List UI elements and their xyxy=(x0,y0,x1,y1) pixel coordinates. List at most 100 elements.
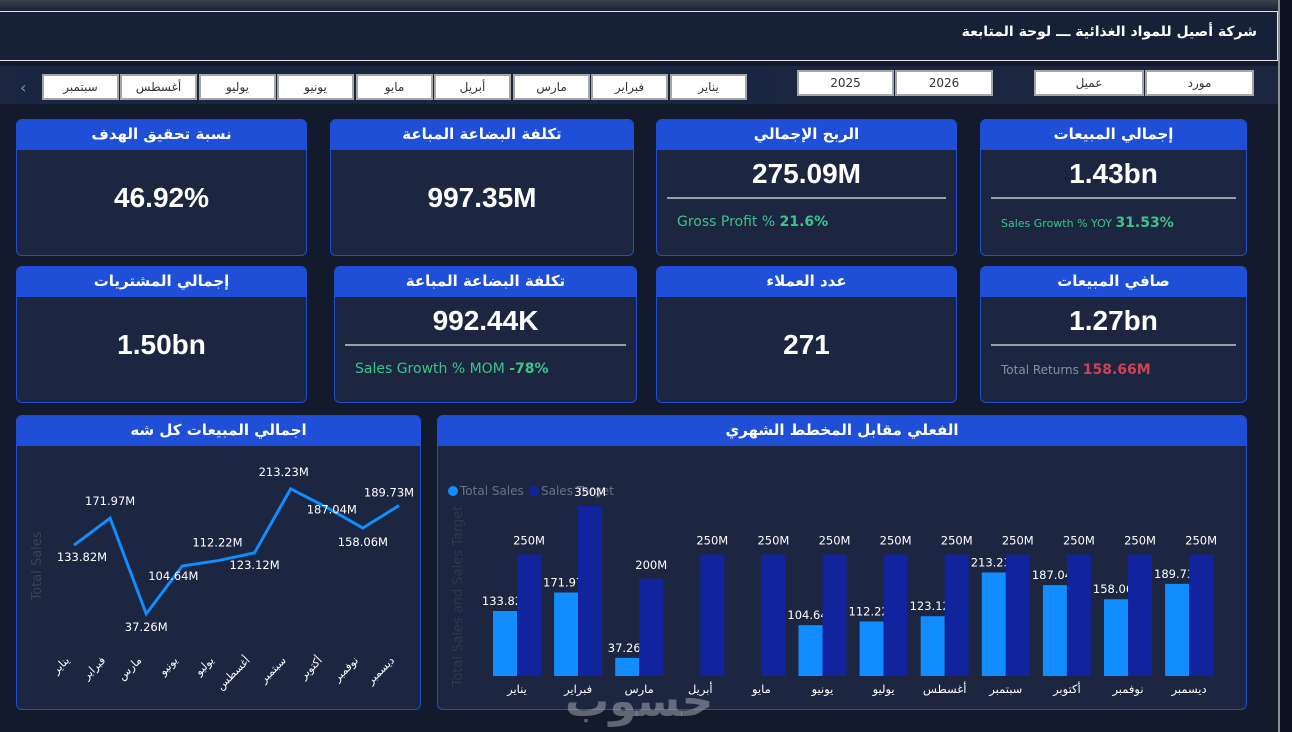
x-tick-label: مارس xyxy=(625,682,654,697)
bar-sales-target xyxy=(883,554,908,676)
bar-sales-target xyxy=(639,578,664,676)
data-label-sales-target: 250M xyxy=(696,534,728,548)
line-chart: Total Sales 133.82M يناير 171.97M فبراير 37.2… xyxy=(30,465,414,693)
month-button-feb[interactable]: فبراير xyxy=(591,74,668,100)
x-tick-label: مارس xyxy=(115,654,144,683)
x-tick-label: مايو xyxy=(751,682,771,697)
data-label: 112.22M xyxy=(192,536,242,550)
chevron-left-icon[interactable]: ‹ xyxy=(20,78,27,97)
legend-marker-total-sales xyxy=(448,486,458,496)
card-subtitle: Sales Growth % MOM -78% xyxy=(355,361,549,377)
legend-label-total-sales: Total Sales xyxy=(459,484,524,498)
data-label-sales-target: 250M xyxy=(941,534,973,548)
month-button-may[interactable]: مايو xyxy=(356,74,433,100)
y-axis-title: Total Sales and Sales Target xyxy=(451,506,466,688)
data-label: 37.26M xyxy=(125,620,168,634)
sub-value: 31.53% xyxy=(1115,215,1174,231)
bar-total-sales xyxy=(859,621,884,676)
card-subtitle: Total Returns 158.66M xyxy=(1001,362,1151,378)
supplier-button[interactable]: مورد xyxy=(1145,70,1254,96)
y-axis-title: Total Sales xyxy=(30,531,45,601)
card-value: 1.27bn xyxy=(1069,305,1158,336)
x-tick-label: يناير xyxy=(506,682,527,697)
series-line-total-sales xyxy=(73,486,400,617)
card-cogs: تكلفة البضاعة المباعة 997.35M xyxy=(330,119,634,256)
x-tick-label: ديسمبر xyxy=(1171,682,1207,697)
x-tick-label: أغسطس xyxy=(213,653,252,692)
card-value: 46.92% xyxy=(114,182,209,213)
bar-sales-target xyxy=(822,554,847,676)
month-button-mar[interactable]: مارس xyxy=(513,74,590,100)
page-header: شركة أصيل للمواد الغذائية ـــ لوحة المتا… xyxy=(0,11,1278,61)
data-label: 189.73M xyxy=(364,486,414,500)
x-tick-label: نوفمبر xyxy=(330,654,361,685)
sub-label: Gross Profit % xyxy=(677,214,776,230)
bar-total-sales xyxy=(554,592,579,676)
card-title: نسبة تحقيق الهدف xyxy=(17,120,306,150)
x-tick-label: يوليو xyxy=(192,654,217,679)
chart-title: اجمالي المبيعات كل شه xyxy=(17,416,420,446)
card-gross-profit: الربح الإجمالي 275.09M Gross Profit % 21… xyxy=(656,119,957,256)
watermark-logo: حسوب xyxy=(565,676,714,727)
x-tick-label: أكتوبر xyxy=(296,653,325,682)
data-label: 187.04M xyxy=(307,502,357,516)
card-value: 1.43bn xyxy=(1069,158,1158,189)
bar-total-sales xyxy=(1042,585,1067,676)
data-label: 213.23M xyxy=(259,465,309,479)
data-label: 123.12M xyxy=(229,558,279,572)
year-button-2026[interactable]: 2026 xyxy=(895,70,993,96)
divider xyxy=(345,344,626,346)
card-value: 992.44K xyxy=(432,305,539,336)
card-title: إجمالي المشتريات xyxy=(17,267,306,297)
card-net-sales: صافي المبيعات 1.27bn Total Returns 158.6… xyxy=(980,266,1247,403)
x-tick-label: يونيو xyxy=(156,654,181,679)
month-button-apr[interactable]: أبريل xyxy=(434,74,511,100)
data-label-sales-target: 250M xyxy=(819,534,851,548)
card-title: عدد العملاء xyxy=(657,267,956,297)
x-tick-label: سبتمبر xyxy=(988,682,1022,697)
chart-title: الفعلي مقابل المخطط الشهري xyxy=(438,416,1246,446)
x-tick-label: يناير xyxy=(49,654,72,677)
bar-total-sales xyxy=(493,611,517,676)
card-value: 271 xyxy=(783,329,830,360)
bar-sales-target xyxy=(1066,554,1091,676)
bar-sales-target xyxy=(1005,554,1030,676)
month-button-jun[interactable]: يونيو xyxy=(277,74,354,100)
card-value: 1.50bn xyxy=(117,329,206,360)
month-button-jul[interactable]: يوليو xyxy=(199,74,276,100)
window-top-strip xyxy=(0,0,1292,11)
x-tick-label: نوفمبر xyxy=(1111,682,1143,697)
card-title: الربح الإجمالي xyxy=(657,120,956,150)
data-label-sales-target: 250M xyxy=(757,534,789,548)
bar-sales-target xyxy=(1189,554,1214,676)
data-label-sales-target: 250M xyxy=(880,534,912,548)
sub-label: Total Returns xyxy=(1001,363,1079,377)
card-title: إجمالي المبيعات xyxy=(981,120,1246,150)
x-tick-label: أكتوبر xyxy=(1052,681,1081,697)
bar-total-sales xyxy=(1165,583,1190,676)
bar-total-sales xyxy=(920,616,945,676)
data-label-sales-target: 250M xyxy=(1185,534,1217,548)
x-tick-label: ديسمبر xyxy=(364,654,398,688)
x-tick-label: يونيو xyxy=(811,682,834,697)
card-subtitle: Gross Profit % 21.6% xyxy=(677,214,828,230)
page-title: شركة أصيل للمواد الغذائية ـــ لوحة المتا… xyxy=(961,24,1257,40)
card-cogs-mom: تكلفة البضاعة المباعة 992.44K Sales Grow… xyxy=(334,266,637,403)
month-button-sep[interactable]: سبتمبر xyxy=(42,74,119,100)
year-button-2025[interactable]: 2025 xyxy=(797,70,894,96)
customer-button[interactable]: عميل xyxy=(1034,70,1144,96)
vertical-scrollbar[interactable] xyxy=(1278,0,1292,732)
card-total-sales: إجمالي المبيعات 1.43bn Sales Growth % YO… xyxy=(980,119,1247,256)
month-button-aug[interactable]: أغسطس xyxy=(120,74,197,100)
bar-total-sales xyxy=(798,625,823,676)
card-target-achievement: نسبة تحقيق الهدف 46.92% xyxy=(16,119,307,256)
bar-sales-target xyxy=(944,554,969,676)
bar-chart: Total Sales Sales Target Total Sales and S… xyxy=(448,484,1217,697)
data-label: 133.82M xyxy=(57,550,107,564)
bar-chart-card: الفعلي مقابل المخطط الشهري Total Sales Sa… xyxy=(437,415,1247,710)
x-tick-label: سبتمبر xyxy=(257,654,289,686)
x-tick-label: فبراير xyxy=(79,654,108,683)
month-button-jan[interactable]: يناير xyxy=(670,74,747,100)
bar-sales-target xyxy=(761,554,786,676)
sub-value: 21.6% xyxy=(779,214,829,230)
